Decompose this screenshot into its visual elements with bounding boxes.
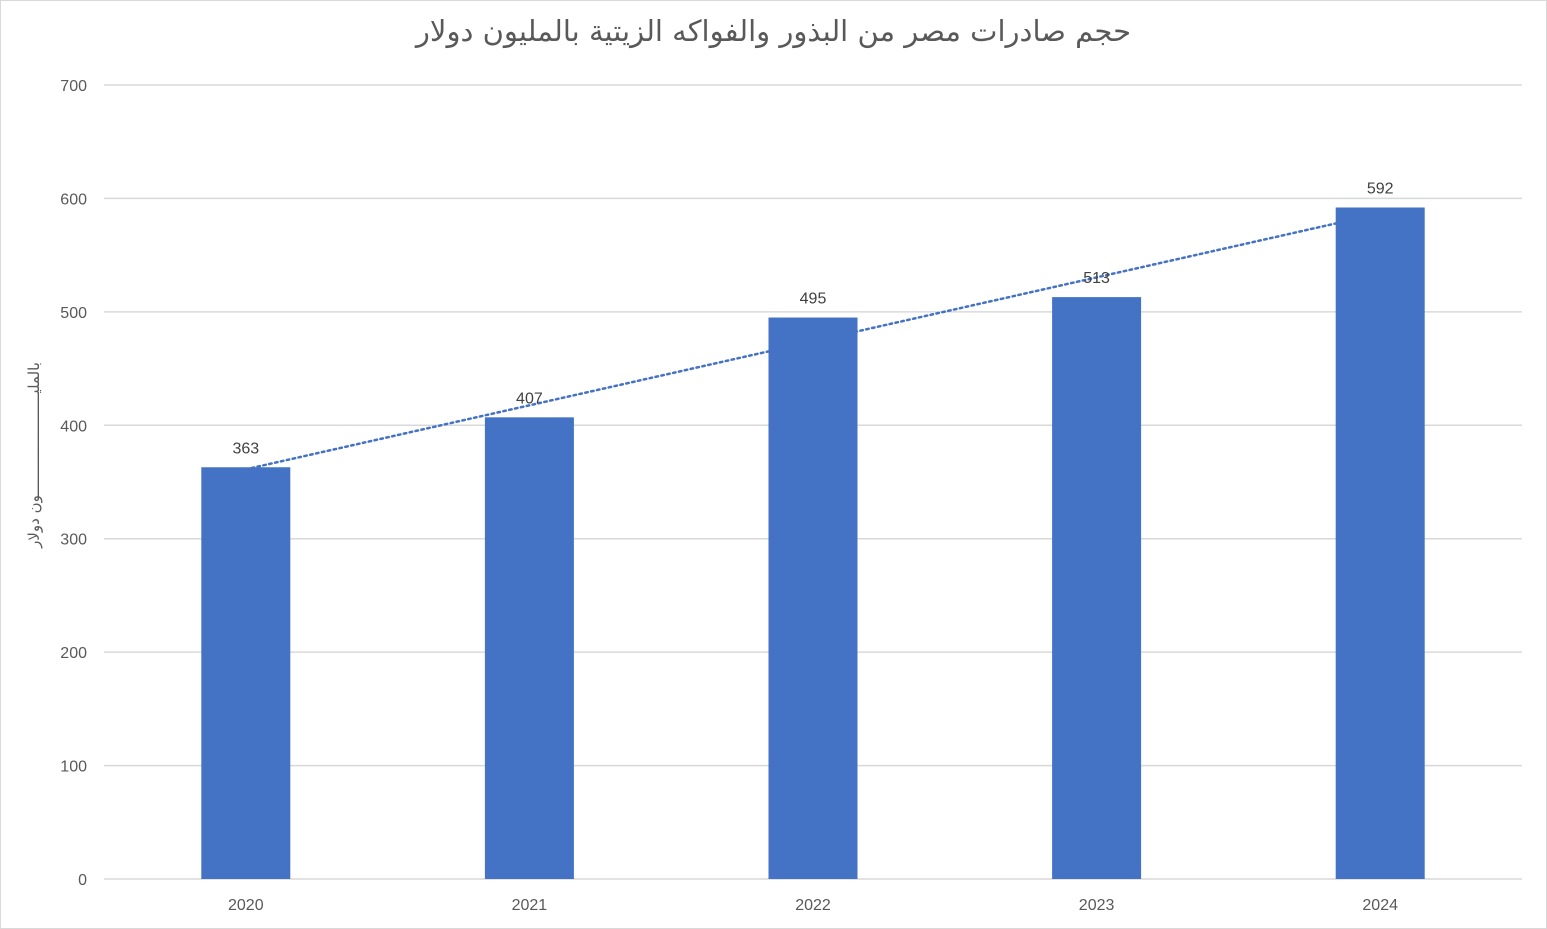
y-tick-label: 600	[60, 191, 87, 208]
trend-line	[244, 212, 1382, 471]
y-axis-ticks: 0 100 200 300 400 500 600 700	[60, 78, 87, 889]
x-tick-label: 2023	[1079, 897, 1115, 914]
bar-2024	[1335, 207, 1425, 879]
x-tick-label: 2024	[1362, 897, 1398, 914]
bar-2020	[201, 467, 291, 879]
data-label-2024: 592	[1367, 181, 1394, 198]
y-tick-label: 100	[60, 759, 87, 776]
data-labels: 363 407 495 513 592	[232, 181, 1393, 458]
trendline	[244, 212, 1382, 471]
y-tick-label: 0	[78, 872, 87, 889]
y-tick-label: 200	[60, 645, 87, 662]
data-label-2023: 513	[1083, 270, 1110, 287]
x-tick-label: 2022	[795, 897, 831, 914]
x-tick-label: 2021	[512, 897, 548, 914]
data-label-2022: 495	[800, 291, 827, 308]
bar-2023	[1052, 297, 1142, 879]
y-tick-label: 400	[60, 418, 87, 435]
bar-2021	[484, 417, 574, 879]
bars	[201, 207, 1425, 879]
bar-2022	[768, 317, 858, 879]
chart-title: حجم صادرات مصر من البذور والفواكه الزيتي…	[415, 14, 1132, 48]
data-label-2020: 363	[232, 440, 259, 457]
x-tick-label: 2020	[228, 897, 264, 914]
y-tick-label: 500	[60, 305, 87, 322]
y-tick-label: 700	[60, 78, 87, 95]
x-axis-ticks: 2020 2021 2022 2023 2024	[228, 897, 1398, 914]
y-tick-label: 300	[60, 532, 87, 549]
data-label-2021: 407	[516, 390, 543, 407]
